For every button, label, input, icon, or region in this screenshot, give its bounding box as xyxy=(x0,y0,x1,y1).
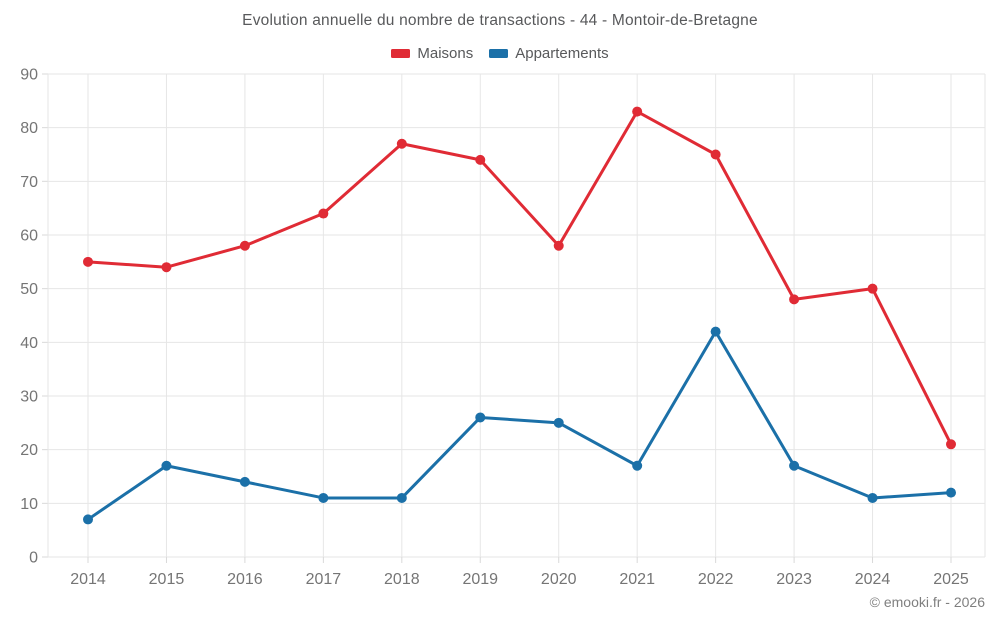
series-line-maisons xyxy=(86,110,953,446)
x-axis-label: 2017 xyxy=(306,571,342,588)
legend-swatch-appartements-icon xyxy=(489,49,509,58)
y-axis-label: 20 xyxy=(20,442,38,459)
x-axis-label: 2015 xyxy=(149,571,185,588)
data-point-appartements-2020[interactable] xyxy=(553,417,564,428)
data-point-appartements-2018[interactable] xyxy=(396,492,407,503)
data-point-appartements-2023[interactable] xyxy=(789,460,800,471)
data-point-maisons-2021[interactable] xyxy=(632,106,643,117)
data-point-maisons-2024[interactable] xyxy=(867,283,878,294)
data-point-maisons-2018[interactable] xyxy=(396,138,407,149)
y-axis-label: 90 xyxy=(20,67,38,84)
y-axis-label: 70 xyxy=(20,174,38,191)
data-point-maisons-2025[interactable] xyxy=(946,439,956,450)
data-point-appartements-2021[interactable] xyxy=(632,460,643,471)
data-point-maisons-2017[interactable] xyxy=(318,208,329,219)
y-axis-label: 80 xyxy=(20,120,38,137)
y-axis-label: 30 xyxy=(20,389,38,406)
data-point-appartements-2016[interactable] xyxy=(239,476,250,487)
x-axis-label: 2025 xyxy=(933,571,969,588)
data-point-maisons-2014[interactable] xyxy=(83,256,93,267)
x-axis-label: 2020 xyxy=(541,571,577,588)
chart-title: Evolution annuelle du nombre de transact… xyxy=(242,12,758,29)
data-point-maisons-2016[interactable] xyxy=(239,240,250,251)
x-axis-label: 2019 xyxy=(462,571,498,588)
x-axis-label: 2024 xyxy=(855,571,891,588)
y-axis-label: 10 xyxy=(20,496,38,513)
data-point-maisons-2020[interactable] xyxy=(553,240,564,251)
chart-legend: Maisons Appartements xyxy=(0,45,1000,62)
series-line-appartements xyxy=(86,330,953,521)
data-point-appartements-2024[interactable] xyxy=(867,492,878,503)
copyright-credit: © emooki.fr - 2026 xyxy=(869,594,985,610)
legend-item-appartements[interactable]: Appartements xyxy=(489,45,609,62)
data-point-maisons-2023[interactable] xyxy=(789,294,800,305)
data-point-maisons-2019[interactable] xyxy=(475,154,486,165)
y-axis-label: 50 xyxy=(20,281,38,298)
x-axis-label: 2023 xyxy=(776,571,812,588)
data-point-maisons-2015[interactable] xyxy=(161,262,172,273)
data-point-appartements-2014[interactable] xyxy=(83,514,93,525)
data-point-appartements-2025[interactable] xyxy=(946,487,956,498)
data-point-appartements-2017[interactable] xyxy=(318,492,329,503)
x-axis-label: 2022 xyxy=(698,571,734,588)
data-point-appartements-2019[interactable] xyxy=(475,412,486,423)
data-point-maisons-2022[interactable] xyxy=(710,149,721,160)
y-axis-label: 0 xyxy=(29,550,38,567)
x-axis-label: 2016 xyxy=(227,571,263,588)
x-axis-label: 2014 xyxy=(70,571,106,588)
legend-item-maisons[interactable]: Maisons xyxy=(391,45,473,62)
data-point-appartements-2015[interactable] xyxy=(161,460,172,471)
x-axis-label: 2018 xyxy=(384,571,420,588)
y-axis-label: 40 xyxy=(20,335,38,352)
y-axis-label: 60 xyxy=(20,228,38,245)
data-point-appartements-2022[interactable] xyxy=(710,326,721,337)
legend-swatch-maisons-icon xyxy=(391,49,411,58)
legend-label-appartements: Appartements xyxy=(515,45,609,62)
x-axis-label: 2021 xyxy=(619,571,655,588)
legend-label-maisons: Maisons xyxy=(417,45,474,62)
